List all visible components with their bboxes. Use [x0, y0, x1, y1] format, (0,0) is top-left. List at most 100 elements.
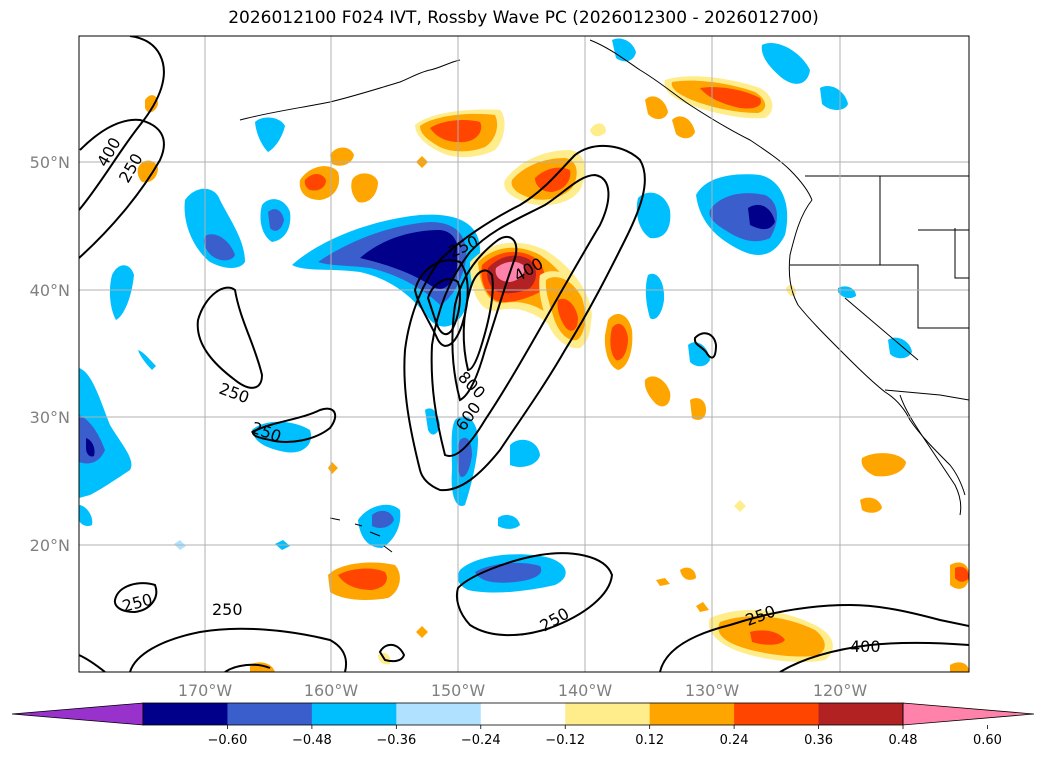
- alaska-coast: [239, 59, 461, 121]
- contour-line: [378, 643, 406, 663]
- colorbar-segment: [396, 703, 482, 725]
- negative-anomaly-area: [510, 439, 540, 467]
- positive-anomaly-area: [644, 376, 671, 407]
- positive-anomaly-area: [137, 160, 158, 183]
- colorbar-extend-min: [11, 702, 144, 726]
- negative-anomaly-area: [748, 204, 775, 230]
- contour-line: [129, 627, 348, 672]
- latitude-labels: 50°N 40°N 30°N 20°N: [30, 153, 70, 555]
- colorbar-tick-label: −0.60: [208, 733, 248, 748]
- negative-anomaly-area: [203, 234, 235, 261]
- positive-anomaly-area: [680, 567, 696, 580]
- colorbar-segment: [649, 703, 735, 725]
- positive-anomaly-area: [304, 174, 326, 191]
- contour-line: [79, 654, 106, 672]
- lat-label: 40°N: [30, 281, 70, 300]
- contour-line: [693, 332, 718, 359]
- lon-label: 120°W: [813, 681, 868, 700]
- state-border: [954, 228, 969, 279]
- contour-line: [413, 259, 469, 347]
- negative-anomaly-area: [498, 514, 520, 529]
- positive-anomaly-area: [696, 602, 709, 612]
- positive-anomaly-area: [734, 500, 746, 512]
- colorbar-segment: [311, 703, 397, 725]
- positive-anomaly-area: [610, 323, 628, 361]
- colorbar-tick-label: 0.36: [804, 733, 833, 748]
- colorbar-segment: [818, 703, 904, 725]
- contour-line: [779, 641, 969, 672]
- negative-anomaly-area: [79, 415, 105, 464]
- positive-anomaly-area: [955, 566, 969, 582]
- positive-anomaly-area: [672, 116, 695, 139]
- colorbar-tick-label: −0.24: [461, 733, 501, 748]
- colorbar-tick-label: 0.12: [635, 733, 664, 748]
- contour-line: [426, 278, 461, 336]
- negative-anomaly-area: [268, 209, 284, 231]
- lon-label: 140°W: [558, 681, 613, 700]
- negative-anomaly-area: [372, 510, 394, 528]
- state-border: [880, 264, 969, 329]
- contour-line: [196, 286, 264, 389]
- positive-anomaly-area: [750, 630, 785, 645]
- contour-line: [659, 603, 969, 672]
- colorbar-tick-label: 0.24: [720, 733, 749, 748]
- lon-label: 150°W: [431, 681, 486, 700]
- longitude-labels: 170°W 160°W 150°W 140°W 130°W 120°W: [178, 681, 868, 700]
- positive-anomaly-area: [656, 578, 670, 586]
- lat-label: 20°N: [30, 536, 70, 555]
- contour-line: [403, 144, 646, 492]
- contour-lines: [79, 36, 969, 672]
- negative-anomaly-area: [79, 368, 132, 498]
- hawaii-islands: [329, 517, 393, 553]
- lon-label: 130°W: [685, 681, 740, 700]
- colorbar-tick-label: 0.48: [889, 733, 918, 748]
- contour-line: [430, 173, 610, 457]
- alaska-coast: [589, 39, 813, 201]
- map-title: 2026012100 F024 IVT, Rossby Wave PC (202…: [228, 8, 819, 28]
- positive-anomaly-area: [950, 662, 969, 672]
- colorbar-frame: [142, 702, 904, 726]
- colorbar-segment: [565, 703, 651, 725]
- colorbar: −0.60 −0.48 −0.36 −0.24 −0.12 0.12 0.24 0.36 0.4…: [11, 702, 1035, 748]
- colorbar-segment: [480, 703, 566, 725]
- negative-anomaly-area: [888, 337, 912, 359]
- negative-anomaly-area: [86, 438, 95, 457]
- negative-anomaly-core: [360, 230, 459, 289]
- negative-anomaly-area: [688, 342, 710, 367]
- contour-line: [224, 663, 271, 672]
- contour-line: [79, 118, 165, 259]
- colorbar-segment: [734, 703, 820, 725]
- negative-anomaly-area: [252, 421, 312, 453]
- contour-line: [251, 407, 337, 443]
- positive-anomaly-area: [690, 398, 706, 420]
- negative-anomaly-area: [820, 85, 848, 110]
- positive-anomaly-area: [351, 173, 378, 203]
- negative-anomaly-area: [255, 117, 285, 152]
- negative-anomaly-area: [645, 273, 665, 320]
- negative-anomaly-area: [636, 192, 671, 239]
- lon-label: 170°W: [178, 681, 233, 700]
- positive-anomaly-area: [330, 147, 354, 166]
- positive-anomaly-area: [416, 626, 428, 638]
- map-frame: [78, 35, 970, 673]
- positive-anomaly-area: [338, 568, 387, 590]
- positive-anomaly-area: [645, 96, 668, 120]
- graticule: [79, 36, 969, 672]
- colorbar-segment: [227, 703, 313, 725]
- contour-line: [462, 269, 494, 372]
- mexico-border: [884, 389, 969, 401]
- negative-anomaly-area: [457, 437, 472, 477]
- negative-anomaly-area: [761, 42, 810, 84]
- colorbar-segment: [143, 703, 228, 725]
- contour-label: 400: [850, 637, 881, 656]
- colorbar-tick-label: 0.60: [973, 733, 1002, 748]
- colorbar-tick-label: −0.36: [376, 733, 416, 748]
- negative-anomaly-area: [79, 505, 93, 527]
- positive-anomaly-area: [430, 120, 482, 143]
- contour-line: [451, 235, 518, 402]
- positive-anomaly-area: [145, 95, 158, 113]
- contour-line: [113, 582, 158, 614]
- contour-line: [455, 552, 614, 637]
- negative-anomaly-area: [838, 286, 856, 299]
